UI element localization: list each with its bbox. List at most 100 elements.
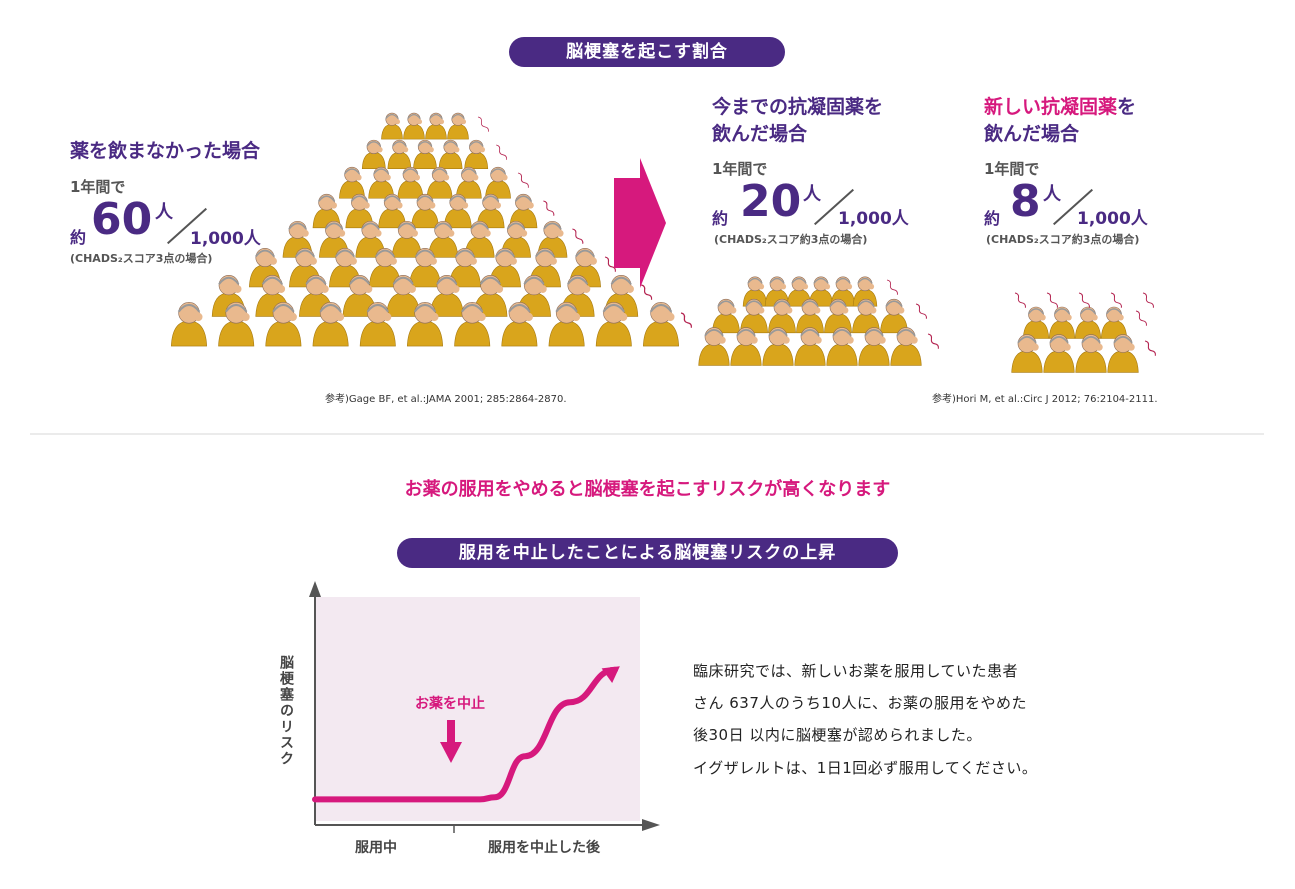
no-drug-count: 60 (91, 194, 153, 245)
person-figure (211, 275, 246, 317)
new-drug-heading-rest: を (1117, 96, 1137, 118)
crowd-60-illustration (171, 112, 693, 347)
description-line-3: 後30日 以内に脳梗塞が認められました。 (693, 726, 982, 744)
person-figure (464, 139, 489, 169)
person-figure (852, 276, 878, 307)
person-figure (786, 276, 812, 307)
risk-series-arrowhead (601, 666, 620, 683)
pain-squiggle (680, 312, 693, 328)
person-figure (1075, 334, 1107, 373)
person-figure (740, 298, 768, 334)
person-figure (454, 302, 491, 347)
risk-chart: 脳梗塞のリスク 服用中 服用を中止した後 お薬を中止 (278, 581, 660, 856)
person-figure (361, 139, 386, 169)
person-figure (438, 139, 463, 169)
reference-right: 参考)Hori M, et al.:Circ J 2012; 76:2104-2… (932, 394, 1158, 405)
person-figure (218, 302, 255, 347)
person-figure (485, 166, 511, 199)
person-figure (712, 298, 740, 334)
description-line-4: イグザレルトは、1日1回必ず服用してください。 (693, 759, 1038, 777)
person-figure (762, 327, 794, 366)
description-line-2: さん 637人のうち10人に、お薬の服用をやめた (693, 694, 1028, 712)
person-figure (443, 193, 472, 229)
section-title-pill: 脳梗塞を起こす割合 (509, 37, 785, 67)
x-category-label-after: 服用を中止した後 (488, 839, 601, 856)
person-figure (425, 112, 447, 140)
person-figure (409, 247, 441, 288)
old-drug-denominator: 1,000人 (838, 209, 909, 229)
new-drug-period: 1年間で (984, 160, 1040, 178)
person-figure (359, 302, 396, 347)
old-drug-note: (CHADS₂スコア約3点の場合) (714, 233, 868, 246)
reference-left: 参考)Gage BF, et al.:JAMA 2001; 285:2864-2… (325, 394, 567, 405)
no-drug-heading: 薬を飲まなかった場合 (70, 140, 261, 162)
new-drug-approx: 約 (984, 209, 1001, 228)
old-drug-approx: 約 (712, 209, 729, 228)
pain-squiggle (517, 172, 529, 188)
person-figure (880, 298, 908, 334)
person-figure (858, 327, 890, 366)
pain-squiggle (1144, 340, 1156, 356)
person-figure (1011, 334, 1043, 373)
person-figure (403, 112, 425, 140)
person-figure (381, 112, 403, 140)
pain-squiggle (496, 144, 508, 160)
risk-series-line (312, 666, 618, 803)
person-figure (411, 193, 439, 229)
person-figure (1074, 306, 1102, 339)
no-drug-approx: 約 (70, 228, 87, 247)
person-figure (449, 247, 481, 288)
person-figure (455, 166, 482, 199)
description-line-1: 臨床研究では、新しいお薬を服用していた患者 (693, 662, 1019, 680)
x-axis-arrowhead (642, 819, 660, 831)
person-figure (171, 302, 207, 347)
old-drug-person-unit: 人 (803, 184, 821, 205)
pain-squiggle (1142, 292, 1154, 308)
person-figure (407, 302, 443, 347)
pain-squiggle (604, 256, 616, 272)
y-axis-arrowhead (309, 581, 321, 597)
pain-squiggle (886, 279, 898, 295)
pain-squiggle (1135, 310, 1147, 326)
person-figure (319, 220, 349, 258)
person-figure (339, 166, 365, 199)
person-figure (643, 302, 679, 347)
arrow-right-icon (614, 158, 666, 288)
pain-squiggle (1078, 292, 1090, 308)
old-drug-count: 20 (740, 176, 802, 227)
pain-squiggle (641, 284, 653, 300)
pain-squiggle (1046, 292, 1058, 308)
person-figure (397, 166, 424, 199)
pain-squiggle (915, 303, 927, 319)
person-figure (413, 139, 437, 169)
person-figure (548, 302, 585, 347)
old-drug-heading-line1: 今までの抗凝固薬を (712, 96, 884, 118)
no-drug-denominator: 1,000人 (190, 229, 261, 249)
person-figure (794, 327, 826, 366)
stop-annotation-label: お薬を中止 (415, 695, 485, 712)
pain-squiggle (477, 116, 489, 132)
person-figure (1043, 334, 1075, 373)
pain-squiggle (543, 200, 555, 216)
person-figure (369, 247, 401, 288)
old-drug-period: 1年間で (712, 160, 768, 178)
person-figure (391, 220, 422, 258)
person-figure (447, 112, 469, 140)
new-drug-count: 8 (1010, 176, 1041, 227)
pain-squiggle (1014, 292, 1026, 308)
person-figure (730, 327, 762, 366)
person-figure (1022, 306, 1050, 339)
new-drug-heading-line2: 飲んだ場合 (984, 123, 1080, 145)
new-drug-heading-line1: 新しい抗凝固薬を (984, 94, 1136, 121)
person-figure (426, 166, 453, 199)
pain-squiggle (572, 228, 584, 244)
risk-headline: お薬の服用をやめると脳梗塞を起こすリスクが高くなります (404, 479, 891, 500)
old-drug-heading-line2: 飲んだ場合 (712, 123, 808, 145)
person-figure (826, 327, 858, 366)
person-figure (501, 302, 538, 347)
no-drug-note: (CHADS₂スコア3点の場合) (70, 252, 213, 265)
person-figure (890, 327, 922, 366)
crowd-8-illustration (1011, 292, 1156, 373)
person-figure (428, 220, 459, 258)
section-divider (30, 433, 1264, 435)
